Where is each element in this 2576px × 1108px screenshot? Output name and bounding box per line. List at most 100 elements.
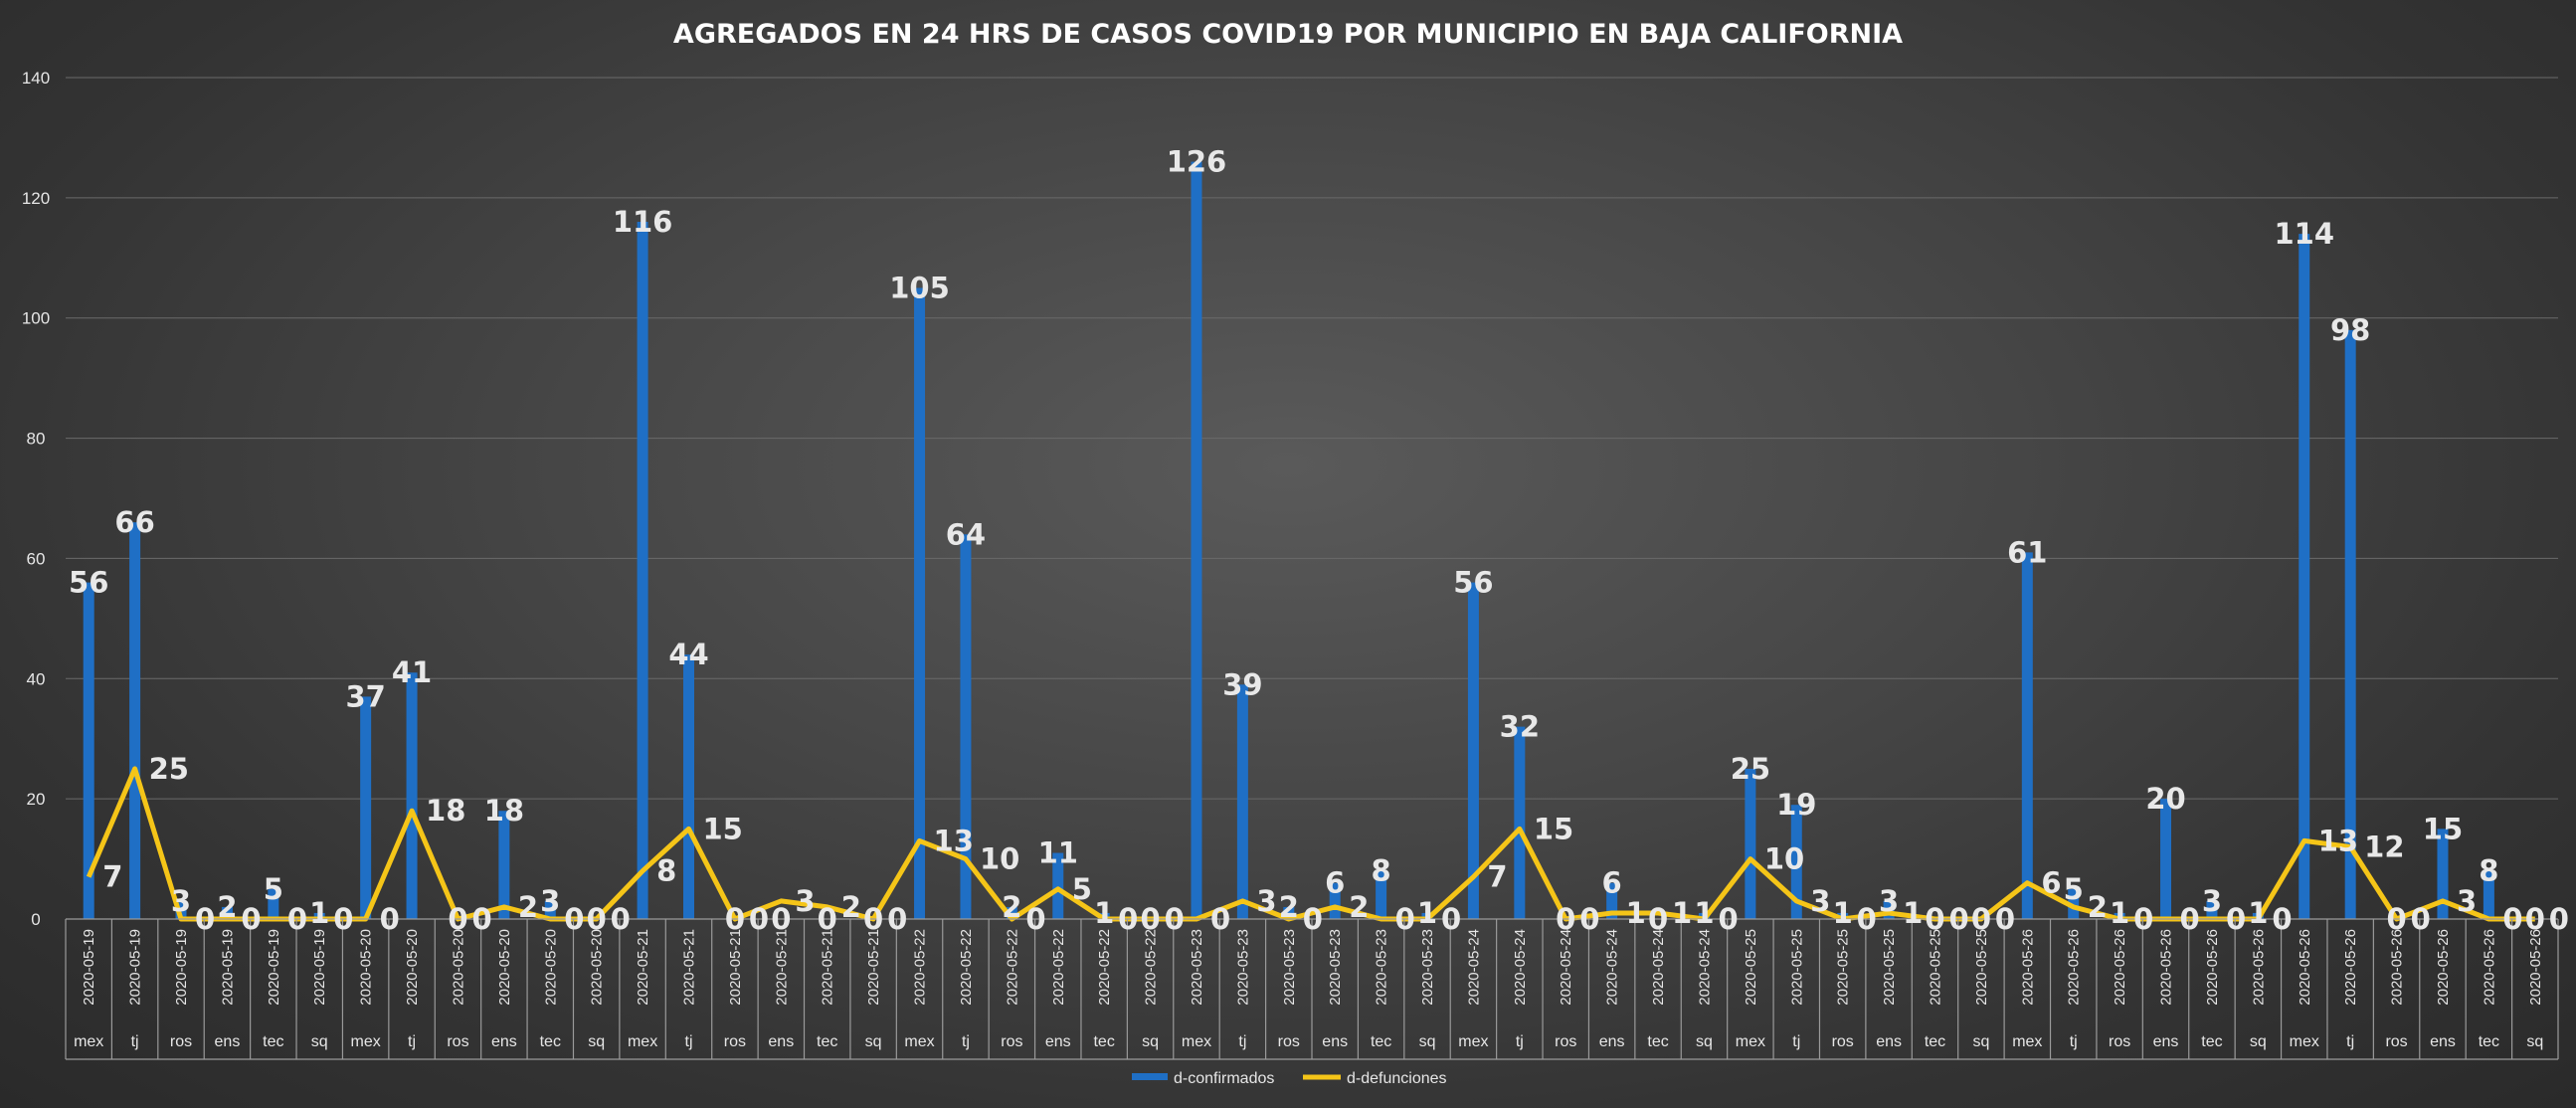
x-date-label: 2020-05-26 [2342, 929, 2359, 1006]
bar-d-confirmados [2206, 900, 2218, 919]
data-label-d-confirmados: 1 [309, 896, 329, 930]
bar-d-confirmados [544, 900, 556, 919]
data-label-d-confirmados: 116 [613, 205, 673, 239]
data-label-d-defunciones: 3 [1810, 884, 1830, 918]
legend-label-d-defunciones: d-defunciones [1347, 1070, 1447, 1087]
data-label-d-defunciones: 3 [2457, 884, 2477, 918]
data-label-d-defunciones: 0 [195, 902, 215, 936]
x-category-label: sq [1696, 1033, 1713, 1050]
data-label-d-confirmados: 6 [1602, 866, 1622, 900]
y-tick-label: 0 [31, 910, 40, 929]
bar-d-confirmados [1098, 912, 1110, 919]
x-category-label: ens [768, 1033, 794, 1050]
y-tick-label: 80 [27, 430, 46, 449]
x-category-label: tec [263, 1033, 283, 1050]
x-date-label: 2020-05-22 [1096, 929, 1113, 1006]
legend-label-d-confirmados: d-confirmados [1174, 1070, 1274, 1087]
data-label-d-defunciones: 0 [1025, 902, 1045, 936]
data-label-d-confirmados: 6 [1325, 866, 1345, 900]
x-date-label: 2020-05-23 [1327, 929, 1344, 1006]
data-label-d-confirmados: 105 [889, 272, 950, 305]
bar-d-confirmados [1606, 882, 1618, 919]
data-label-d-confirmados: 5 [264, 872, 283, 906]
y-tick-label: 60 [27, 549, 46, 568]
data-label-d-confirmados: 0 [771, 902, 791, 936]
x-category-label: tj [1238, 1033, 1246, 1050]
x-date-label: 2020-05-24 [1696, 929, 1713, 1006]
data-label-d-confirmados: 0 [818, 902, 837, 936]
x-category-label: sq [2526, 1033, 2543, 1050]
x-category-label: tj [131, 1033, 139, 1050]
bar-d-confirmados [637, 222, 648, 919]
x-category-label: mex [904, 1033, 934, 1050]
bar-d-confirmados [498, 811, 510, 919]
data-label-d-defunciones: 10 [980, 842, 1019, 876]
bar-d-confirmados [83, 582, 94, 919]
y-tick-label: 40 [27, 669, 46, 688]
x-category-label: sq [865, 1033, 882, 1050]
y-tick-label: 100 [22, 309, 50, 328]
x-date-label: 2020-05-26 [2297, 929, 2313, 1006]
x-category-label: ens [1322, 1033, 1348, 1050]
x-category-label: mex [74, 1033, 103, 1050]
data-label-d-confirmados: 3 [171, 884, 191, 918]
data-label-d-defunciones: 15 [1534, 812, 1573, 845]
x-category-label: ros [1555, 1033, 1576, 1050]
data-label-d-confirmados: 1 [2110, 896, 2129, 930]
x-category-label: ros [170, 1033, 192, 1050]
x-date-label: 2020-05-20 [404, 929, 421, 1006]
bar-d-confirmados [2299, 234, 2310, 920]
data-label-d-defunciones: 3 [795, 884, 815, 918]
data-label-d-defunciones: 0 [1303, 902, 1323, 936]
x-date-label: 2020-05-26 [2158, 929, 2175, 1006]
gridlines [66, 77, 2558, 800]
x-date-label: 2020-05-20 [589, 929, 606, 1006]
data-label-d-defunciones: 0 [887, 902, 907, 936]
bar-d-confirmados [1514, 726, 1526, 919]
x-date-label: 2020-05-26 [2435, 929, 2452, 1006]
bar-d-confirmados [2021, 552, 2033, 919]
x-category-label: tec [1093, 1033, 1114, 1050]
bar-d-confirmados [2437, 829, 2449, 919]
x-category-label: tj [685, 1033, 693, 1050]
x-date-label: 2020-05-25 [1928, 929, 1944, 1006]
data-label-d-defunciones: 10 [1764, 842, 1804, 876]
x-date-label: 2020-05-26 [2389, 929, 2406, 1006]
data-label-d-defunciones: 0 [1949, 902, 1969, 936]
x-category-label: tec [1925, 1033, 1945, 1050]
data-label-d-confirmados: 8 [2479, 854, 2498, 888]
bar-d-confirmados [313, 912, 325, 919]
chart-title: AGREGADOS EN 24 HRS DE CASOS COVID19 POR… [673, 19, 1903, 50]
data-label-d-defunciones: 0 [2549, 902, 2569, 936]
x-date-label: 2020-05-19 [219, 929, 236, 1006]
bar-d-confirmados [1052, 852, 1064, 919]
data-label-d-confirmados: 2 [217, 890, 237, 924]
x-category-label: ros [447, 1033, 468, 1050]
x-date-label: 2020-05-19 [127, 929, 144, 1006]
data-label-d-confirmados: 8 [1372, 854, 1391, 888]
x-date-label: 2020-05-19 [311, 929, 328, 1006]
x-category-label: sq [588, 1033, 605, 1050]
bar-d-confirmados [221, 906, 233, 919]
data-label-d-defunciones: 0 [1395, 902, 1415, 936]
data-label-d-defunciones: 0 [749, 902, 769, 936]
data-label-d-confirmados: 1 [1833, 896, 1853, 930]
x-category-label: tec [2201, 1033, 2222, 1050]
x-axis: 2020-05-19 mex 2020-05-19 tj 2020-05-19 ros 20… [65, 918, 2559, 1060]
x-date-label: 2020-05-26 [2481, 929, 2497, 1006]
bar-d-confirmados [960, 534, 972, 919]
data-label-d-confirmados: 1 [2248, 896, 2268, 930]
x-date-label: 2020-05-24 [1465, 929, 1482, 1006]
x-date-label: 2020-05-26 [2112, 929, 2128, 1006]
bar-d-confirmados [175, 900, 187, 919]
x-date-label: 2020-05-21 [865, 929, 882, 1006]
data-label-d-confirmados: 64 [946, 517, 986, 551]
data-label-d-confirmados: 0 [863, 902, 883, 936]
x-date-label: 2020-05-20 [450, 929, 466, 1006]
data-label-d-confirmados: 32 [1500, 710, 1540, 744]
x-category-label: tec [1371, 1033, 1391, 1050]
x-category-label: ens [2430, 1033, 2456, 1050]
data-label-d-defunciones: 25 [149, 752, 189, 786]
data-label-d-defunciones: 0 [2133, 902, 2153, 936]
